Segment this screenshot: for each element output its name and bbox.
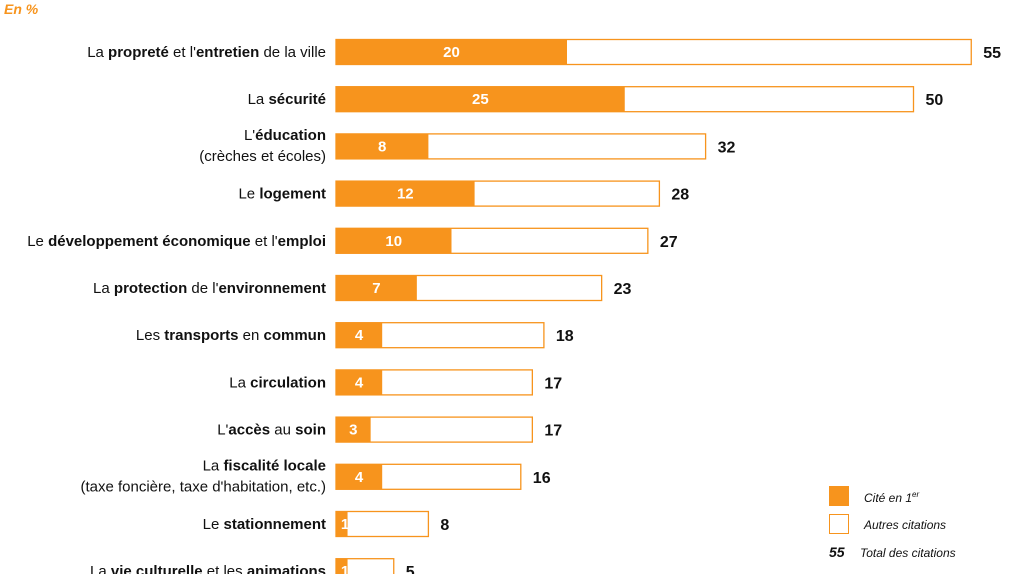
bar-first-0 bbox=[336, 39, 567, 65]
legend-swatch-first bbox=[829, 486, 849, 506]
category-label-10: Le stationnement bbox=[203, 516, 326, 533]
bar-value-label-10: 1 bbox=[341, 516, 349, 533]
bar-value-label-4: 10 bbox=[385, 233, 402, 250]
total-value-label-9: 16 bbox=[533, 470, 551, 487]
category-label-7: La circulation bbox=[229, 374, 326, 391]
legend-label-others: Autres citations bbox=[864, 518, 947, 532]
category-label-4: Le développement économique et l'emploi bbox=[27, 233, 326, 250]
total-value-label-1: 50 bbox=[926, 92, 944, 109]
total-value-label-8: 17 bbox=[544, 423, 562, 440]
category-label-11: La vie culturelle et les animations bbox=[90, 563, 326, 574]
legend: Cité en 1er Autres citations 55 Total de… bbox=[829, 486, 1019, 570]
bar-first-4 bbox=[336, 228, 452, 254]
category-label-0: La propreté et l'entretien de la ville bbox=[87, 44, 326, 61]
total-value-label-4: 27 bbox=[660, 234, 678, 251]
legend-item-total: 55 Total des citations bbox=[829, 542, 1019, 570]
bar-first-1 bbox=[336, 86, 625, 112]
bar-value-label-11: 1 bbox=[341, 563, 349, 574]
bar-first-2 bbox=[336, 133, 429, 159]
bar-first-10 bbox=[336, 511, 348, 537]
legend-label-first-sup: er bbox=[912, 490, 920, 499]
legend-swatch-others bbox=[829, 514, 849, 534]
legend-item-others: Autres citations bbox=[829, 514, 1019, 542]
bar-first-6 bbox=[336, 322, 383, 348]
legend-total-example: 55 bbox=[829, 544, 845, 560]
category-label-1: La sécurité bbox=[248, 91, 326, 108]
total-value-label-7: 17 bbox=[544, 375, 562, 392]
bar-first-11 bbox=[336, 558, 348, 574]
bar-value-label-8: 3 bbox=[349, 422, 357, 439]
bar-value-label-7: 4 bbox=[355, 374, 364, 391]
category-label-5: La protection de l'environnement bbox=[93, 280, 326, 297]
category-label-9: La fiscalité locale (taxe foncière, taxe … bbox=[80, 457, 326, 495]
bar-value-label-1: 25 bbox=[472, 91, 489, 108]
bar-total-10 bbox=[335, 510, 430, 538]
bar-value-label-3: 12 bbox=[397, 186, 414, 203]
bar-value-label-0: 20 bbox=[443, 44, 460, 61]
bar-first-5 bbox=[336, 275, 417, 301]
bar-first-3 bbox=[336, 181, 475, 207]
category-label-8: L'accès au soin bbox=[217, 422, 326, 439]
category-label-3: Le logement bbox=[238, 186, 326, 203]
legend-label-first: Cité en 1 bbox=[864, 491, 913, 505]
legend-item-first: Cité en 1er bbox=[829, 486, 1019, 514]
bar-first-8 bbox=[336, 417, 371, 443]
category-label-2: L'éducation (crèches et écoles) bbox=[199, 127, 326, 165]
category-label-6: Les transports en commun bbox=[136, 327, 326, 344]
total-value-label-0: 55 bbox=[983, 45, 1001, 62]
total-value-label-6: 18 bbox=[556, 328, 574, 345]
total-value-label-10: 8 bbox=[440, 517, 449, 534]
total-value-label-11: 5 bbox=[406, 564, 415, 574]
total-value-label-5: 23 bbox=[614, 281, 632, 298]
bar-value-label-5: 7 bbox=[372, 280, 380, 297]
bar-value-label-9: 4 bbox=[355, 469, 364, 486]
total-value-label-3: 28 bbox=[671, 187, 689, 204]
bar-first-9 bbox=[336, 464, 383, 490]
total-value-label-2: 32 bbox=[718, 139, 736, 156]
bar-value-label-2: 8 bbox=[378, 138, 386, 155]
bar-first-7 bbox=[336, 369, 383, 395]
legend-label-total: Total des citations bbox=[860, 546, 956, 560]
bar-value-label-6: 4 bbox=[355, 327, 364, 344]
unit-label: En % bbox=[4, 1, 39, 17]
